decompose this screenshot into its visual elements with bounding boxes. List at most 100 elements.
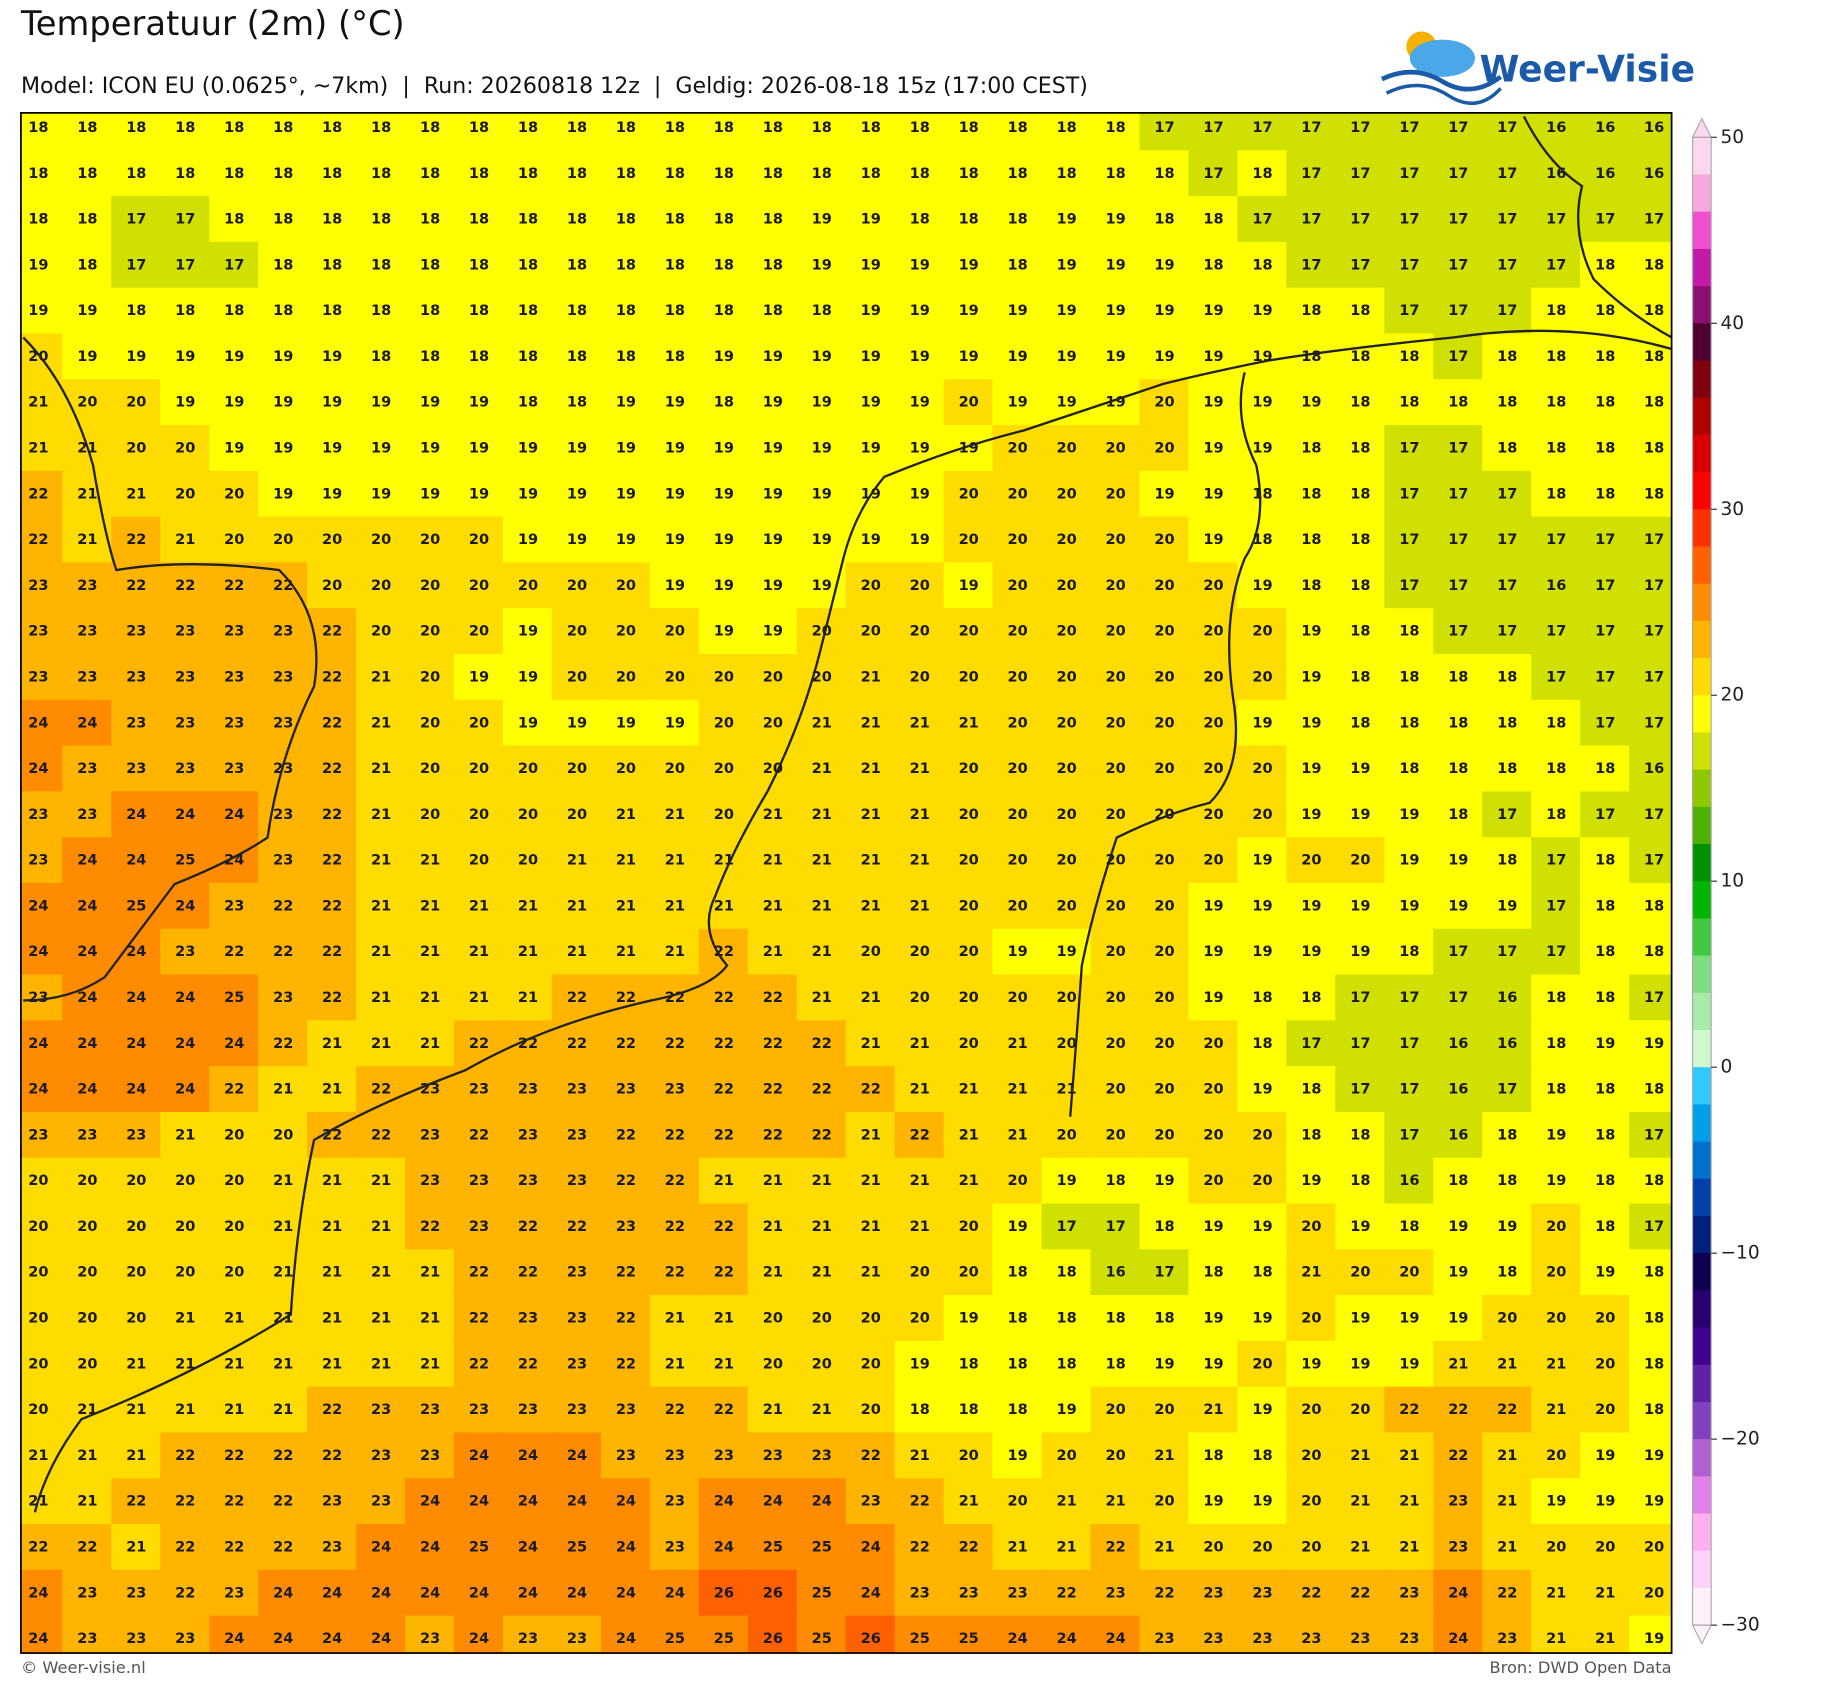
field-cell — [1090, 112, 1141, 152]
temperature-label: 23 — [1203, 1585, 1223, 1601]
colorbar-segment — [1692, 695, 1712, 734]
field-cell — [1041, 1432, 1092, 1480]
temperature-label: 24 — [126, 1082, 146, 1098]
temperature-label: 20 — [1154, 532, 1174, 548]
field-cell — [992, 882, 1043, 930]
field-cell — [1531, 425, 1582, 473]
temperature-label: 18 — [1497, 715, 1517, 731]
field-cell — [1335, 974, 1386, 1022]
temperature-label: 20 — [910, 578, 930, 594]
temperature-label: 20 — [175, 1265, 195, 1281]
field-cell — [1384, 745, 1435, 793]
temperature-label: 20 — [1056, 1036, 1076, 1052]
temperature-label: 22 — [420, 1219, 440, 1235]
temperature-label: 24 — [28, 715, 48, 731]
temperature-label: 22 — [616, 1036, 636, 1052]
field-cell — [405, 928, 456, 976]
field-cell — [502, 974, 554, 1022]
temperature-label: 19 — [1203, 1494, 1223, 1510]
temperature-label: 22 — [616, 1311, 636, 1327]
temperature-label: 19 — [1056, 1173, 1076, 1189]
temperature-label: 23 — [665, 1494, 685, 1510]
field-cell — [796, 150, 847, 198]
field-cell — [1580, 1524, 1631, 1571]
field-cell — [1482, 287, 1533, 335]
temperature-label: 23 — [175, 669, 195, 685]
temperature-label: 20 — [77, 1311, 97, 1327]
temperature-label: 22 — [273, 1540, 293, 1556]
temperature-label: 19 — [1252, 395, 1272, 411]
temperature-label: 23 — [28, 807, 48, 823]
field-cell — [943, 287, 994, 335]
field-cell — [551, 928, 603, 976]
temperature-label: 23 — [469, 1082, 489, 1098]
field-cell — [698, 608, 749, 656]
temperature-label: 22 — [322, 944, 342, 960]
field-cell — [209, 150, 260, 198]
temperature-label: 19 — [1252, 944, 1272, 960]
field-cell — [405, 470, 456, 518]
field-cell — [1629, 1478, 1672, 1526]
field-cell — [1237, 1386, 1288, 1434]
field-cell — [1286, 1340, 1337, 1388]
field-cell — [943, 608, 994, 656]
field-cell — [649, 150, 700, 198]
temperature-label: 22 — [763, 1082, 783, 1098]
temperature-label: 20 — [1105, 1448, 1125, 1464]
field-cell — [502, 1203, 554, 1251]
field-cell — [551, 654, 603, 701]
temperature-label: 21 — [959, 1494, 979, 1510]
temperature-label: 20 — [1595, 1311, 1615, 1327]
field-cell — [1580, 974, 1631, 1022]
field-cell — [1335, 1066, 1386, 1114]
field-cell — [1286, 745, 1337, 793]
field-cell — [551, 745, 603, 793]
field-cell — [1090, 287, 1141, 335]
field-cell — [356, 928, 407, 976]
field-cell — [1580, 608, 1631, 656]
temperature-label: 21 — [1008, 1540, 1028, 1556]
temperature-label: 25 — [175, 853, 195, 869]
field-cell — [258, 150, 309, 198]
temperature-label: 20 — [77, 1219, 97, 1235]
field-cell — [649, 928, 700, 976]
temperature-label: 19 — [273, 441, 293, 457]
field-cell — [1580, 699, 1631, 747]
temperature-label: 19 — [28, 303, 48, 319]
temperature-label: 18 — [567, 349, 587, 365]
temperature-label: 23 — [175, 624, 195, 640]
temperature-label: 23 — [322, 1494, 342, 1510]
temperature-label: 18 — [1448, 669, 1468, 685]
temperature-label: 21 — [126, 1356, 146, 1372]
temperature-label: 19 — [1203, 898, 1223, 914]
field-cell — [160, 516, 211, 564]
temperature-label: 21 — [322, 1036, 342, 1052]
temperature-label: 23 — [28, 1127, 48, 1143]
temperature-label: 17 — [1644, 990, 1664, 1006]
field-cell — [1433, 287, 1484, 335]
temperature-label: 21 — [1350, 1448, 1370, 1464]
temperature-label: 16 — [1448, 1036, 1468, 1052]
field-cell — [307, 150, 358, 198]
temperature-label: 16 — [1448, 1127, 1468, 1143]
temperature-label: 19 — [861, 303, 881, 319]
temperature-label: 21 — [371, 761, 391, 777]
temperature-label: 18 — [567, 303, 587, 319]
temperature-label: 23 — [567, 1265, 587, 1281]
temperature-label: 18 — [1350, 578, 1370, 594]
temperature-label: 17 — [1105, 1219, 1125, 1235]
temperature-label: 18 — [1448, 807, 1468, 823]
temperature-label: 22 — [175, 578, 195, 594]
field-cell — [1384, 882, 1435, 930]
field-cell — [1531, 745, 1582, 793]
temperature-label: 17 — [1595, 807, 1615, 823]
temperature-label: 22 — [322, 990, 342, 1006]
temperature-label: 21 — [322, 1311, 342, 1327]
temperature-label: 20 — [1203, 669, 1223, 685]
temperature-label: 19 — [1448, 1311, 1468, 1327]
temperature-label: 22 — [126, 532, 146, 548]
temperature-label: 20 — [910, 669, 930, 685]
field-cell — [502, 150, 554, 198]
temperature-label: 22 — [1056, 1585, 1076, 1601]
field-cell — [160, 425, 211, 473]
